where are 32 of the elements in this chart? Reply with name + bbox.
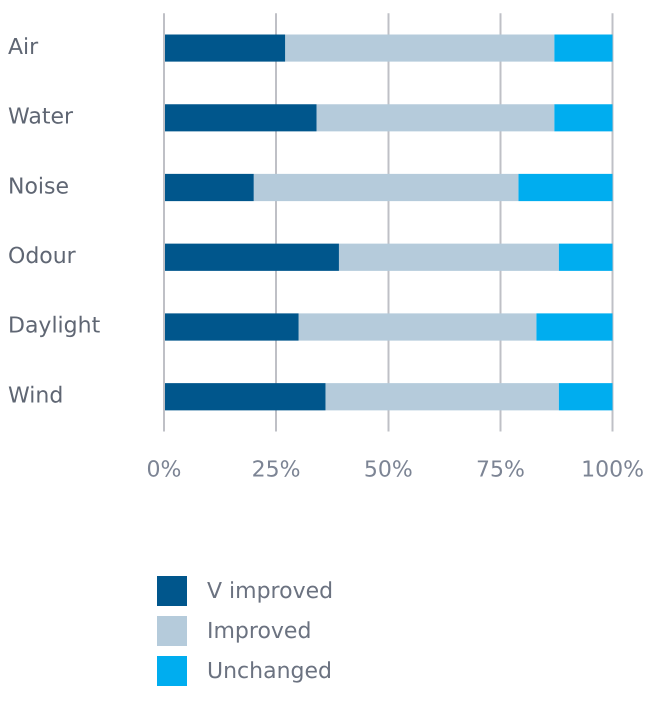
x-tick-label: 0% <box>146 458 182 483</box>
bar <box>558 244 613 271</box>
legend-label: Improved <box>207 618 312 644</box>
bar <box>325 383 559 410</box>
legend-label: Unchanged <box>207 658 332 684</box>
y-tick-label: Noise <box>8 174 70 200</box>
bar <box>254 174 518 202</box>
x-tick-label: 50% <box>364 458 413 483</box>
bar <box>338 244 559 271</box>
y-tick-label: Air <box>8 34 40 60</box>
x-tick-label: 25% <box>252 458 301 483</box>
y-tick-label: Wind <box>8 383 64 408</box>
x-tick-label: 75% <box>476 458 525 483</box>
legend-label: V improved <box>207 578 334 604</box>
y-tick-label: Daylight <box>8 314 101 339</box>
y-tick-label: Odour <box>8 244 77 269</box>
bar <box>298 313 536 341</box>
bar <box>316 104 554 132</box>
bar <box>165 244 339 271</box>
bar <box>558 383 613 410</box>
bar <box>554 104 613 132</box>
y-tick-label: Water <box>8 104 74 130</box>
bar <box>165 34 286 62</box>
bar <box>554 34 613 62</box>
bar <box>536 313 613 341</box>
bar <box>165 174 254 202</box>
x-tick-label: 100% <box>581 458 644 483</box>
bar <box>285 34 554 62</box>
bar <box>518 174 613 202</box>
bar <box>165 313 299 341</box>
bar <box>165 383 326 410</box>
bar <box>165 104 317 132</box>
